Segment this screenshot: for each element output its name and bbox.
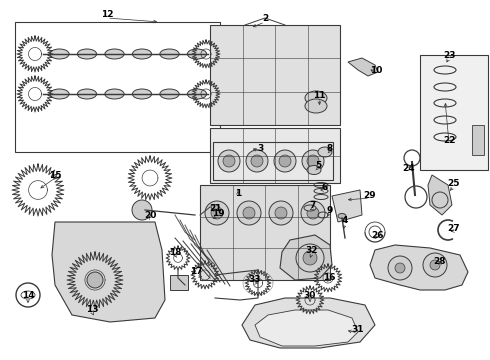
Circle shape (279, 155, 291, 167)
Text: 5: 5 (315, 161, 321, 170)
Text: 26: 26 (371, 230, 383, 239)
Text: 23: 23 (443, 50, 455, 59)
Ellipse shape (132, 89, 151, 99)
Text: 6: 6 (322, 183, 328, 192)
Text: 21: 21 (209, 203, 221, 212)
Text: 11: 11 (313, 90, 325, 99)
Circle shape (205, 201, 229, 225)
Bar (420, 55, 488, 170)
Circle shape (302, 150, 324, 172)
Bar (472, 125, 484, 155)
Bar (213, 142, 333, 180)
Circle shape (243, 207, 255, 219)
Text: 1: 1 (235, 189, 241, 198)
Ellipse shape (105, 89, 124, 99)
Text: 25: 25 (448, 179, 460, 188)
Text: 22: 22 (443, 135, 455, 144)
Ellipse shape (307, 166, 321, 175)
Polygon shape (255, 310, 358, 346)
Circle shape (307, 155, 319, 167)
Text: 19: 19 (212, 208, 224, 217)
Circle shape (269, 201, 293, 225)
Circle shape (237, 201, 261, 225)
Polygon shape (428, 175, 452, 215)
Text: 8: 8 (327, 144, 333, 153)
Ellipse shape (160, 89, 179, 99)
Polygon shape (242, 298, 375, 348)
Text: 17: 17 (190, 267, 202, 276)
Ellipse shape (132, 49, 151, 59)
Text: 33: 33 (249, 275, 261, 284)
Text: 13: 13 (86, 306, 98, 315)
Circle shape (388, 256, 412, 280)
Text: 32: 32 (306, 246, 318, 255)
Ellipse shape (304, 205, 316, 211)
Ellipse shape (77, 89, 97, 99)
Polygon shape (370, 245, 468, 290)
Ellipse shape (160, 49, 179, 59)
Bar (170, 275, 188, 290)
Circle shape (246, 150, 268, 172)
Text: 9: 9 (327, 206, 333, 215)
Text: 10: 10 (370, 66, 382, 75)
Polygon shape (348, 58, 378, 76)
Text: 29: 29 (364, 190, 376, 199)
Circle shape (132, 200, 152, 220)
Polygon shape (332, 190, 362, 222)
Text: 16: 16 (323, 274, 335, 283)
Text: 28: 28 (434, 257, 446, 266)
Ellipse shape (305, 91, 327, 105)
Circle shape (301, 201, 325, 225)
Circle shape (303, 251, 317, 265)
Text: 30: 30 (304, 291, 316, 300)
Circle shape (218, 150, 240, 172)
Bar (15, 22, 220, 152)
Ellipse shape (187, 89, 207, 99)
Circle shape (395, 263, 405, 273)
Circle shape (307, 207, 319, 219)
Text: 3: 3 (258, 144, 264, 153)
Text: 18: 18 (169, 248, 181, 257)
Ellipse shape (338, 213, 346, 219)
Circle shape (423, 253, 447, 277)
Circle shape (274, 150, 296, 172)
Text: 14: 14 (22, 291, 34, 300)
Circle shape (296, 244, 324, 272)
Circle shape (430, 260, 440, 270)
Circle shape (223, 155, 235, 167)
Ellipse shape (105, 49, 124, 59)
Bar (210, 128, 340, 183)
Text: 20: 20 (144, 211, 156, 220)
Text: 2: 2 (262, 14, 268, 23)
Text: 24: 24 (403, 163, 416, 172)
Polygon shape (280, 235, 332, 280)
Text: 27: 27 (448, 224, 460, 233)
Ellipse shape (211, 204, 219, 210)
Circle shape (87, 272, 103, 288)
Text: 31: 31 (352, 325, 364, 334)
Ellipse shape (50, 89, 69, 99)
Text: 7: 7 (310, 201, 316, 210)
Bar (200, 185, 330, 280)
Ellipse shape (305, 99, 327, 113)
Text: 15: 15 (49, 171, 61, 180)
Ellipse shape (318, 147, 332, 157)
Bar (210, 25, 340, 125)
Circle shape (251, 155, 263, 167)
Circle shape (275, 207, 287, 219)
Ellipse shape (187, 49, 207, 59)
Circle shape (211, 207, 223, 219)
Text: 4: 4 (342, 216, 348, 225)
Ellipse shape (50, 49, 69, 59)
Ellipse shape (77, 49, 97, 59)
Polygon shape (52, 222, 165, 322)
Text: 12: 12 (101, 9, 113, 18)
